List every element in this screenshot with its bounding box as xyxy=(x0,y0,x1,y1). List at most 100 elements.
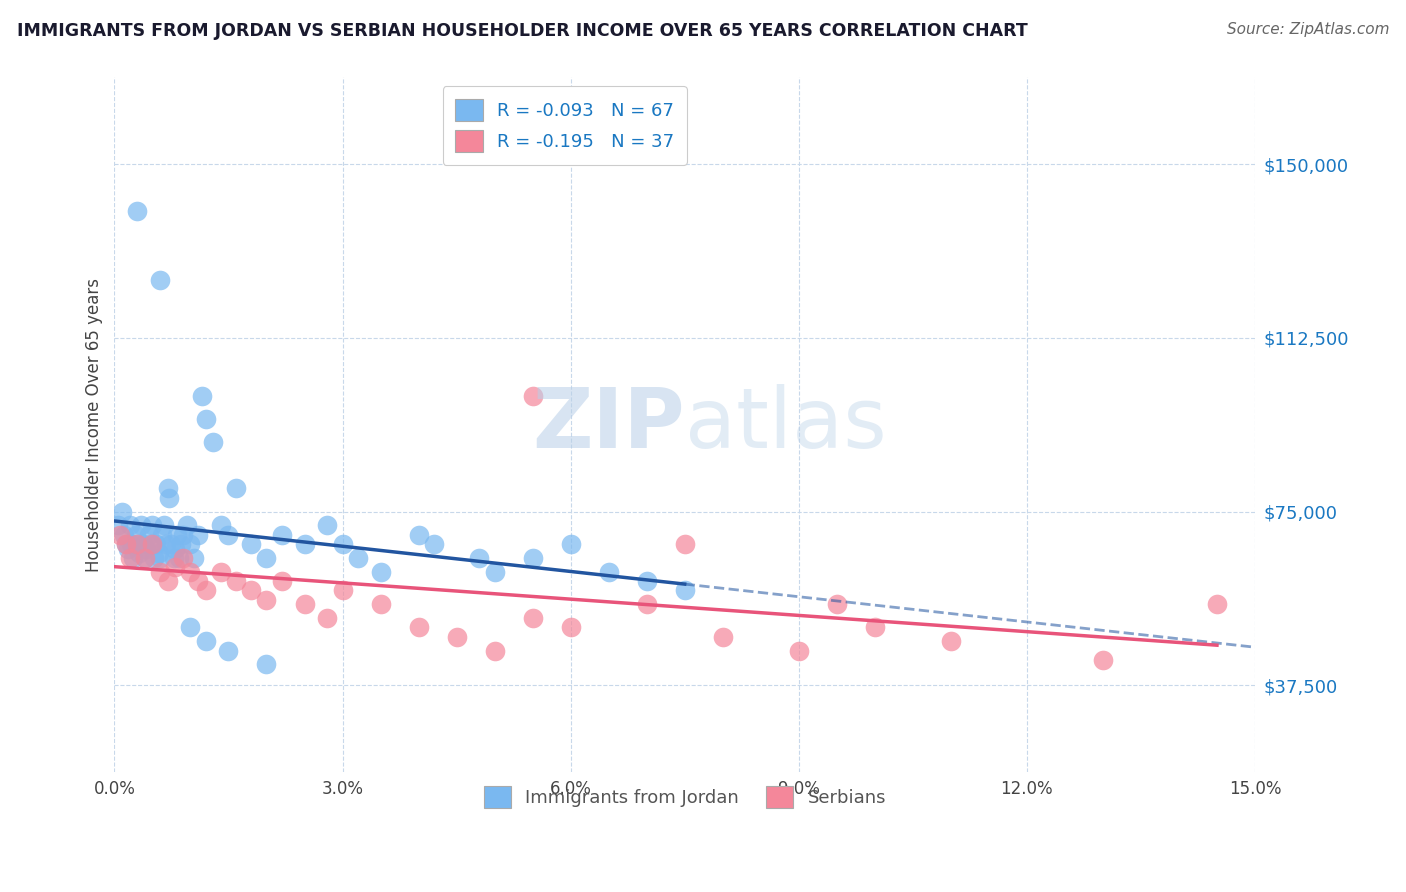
Point xyxy=(194,412,217,426)
Point xyxy=(142,550,165,565)
Point xyxy=(787,643,810,657)
Point xyxy=(176,518,198,533)
Point xyxy=(711,630,734,644)
Point xyxy=(148,546,170,560)
Point xyxy=(256,592,278,607)
Point xyxy=(179,565,201,579)
Point xyxy=(673,537,696,551)
Point xyxy=(122,550,145,565)
Point xyxy=(202,435,225,450)
Point xyxy=(117,541,139,556)
Point xyxy=(194,583,217,598)
Point xyxy=(194,634,217,648)
Point xyxy=(129,518,152,533)
Point xyxy=(316,518,339,533)
Point xyxy=(166,527,188,541)
Point xyxy=(294,537,316,551)
Point xyxy=(225,482,247,496)
Point xyxy=(120,537,142,551)
Point xyxy=(408,527,430,541)
Point xyxy=(217,527,239,541)
Point xyxy=(157,491,180,505)
Point xyxy=(408,620,430,634)
Point xyxy=(153,518,176,533)
Point xyxy=(183,550,205,565)
Point xyxy=(165,560,187,574)
Point xyxy=(1091,653,1114,667)
Point xyxy=(156,574,179,588)
Point xyxy=(370,565,392,579)
Legend: Immigrants from Jordan, Serbians: Immigrants from Jordan, Serbians xyxy=(477,779,893,815)
Point xyxy=(156,482,179,496)
Point xyxy=(114,537,136,551)
Point xyxy=(316,611,339,625)
Point xyxy=(112,527,135,541)
Point xyxy=(636,597,658,611)
Point xyxy=(107,518,129,533)
Point xyxy=(484,643,506,657)
Point xyxy=(125,527,148,541)
Point xyxy=(114,537,136,551)
Point xyxy=(141,518,163,533)
Point xyxy=(170,537,193,551)
Point xyxy=(863,620,886,634)
Point xyxy=(332,583,354,598)
Point xyxy=(155,537,177,551)
Point xyxy=(165,541,187,556)
Point xyxy=(179,537,201,551)
Point xyxy=(179,620,201,634)
Point xyxy=(118,550,141,565)
Point xyxy=(134,550,156,565)
Point xyxy=(209,518,232,533)
Point xyxy=(163,550,186,565)
Point xyxy=(346,550,368,565)
Point xyxy=(446,630,468,644)
Point xyxy=(522,389,544,403)
Text: IMMIGRANTS FROM JORDAN VS SERBIAN HOUSEHOLDER INCOME OVER 65 YEARS CORRELATION C: IMMIGRANTS FROM JORDAN VS SERBIAN HOUSEH… xyxy=(17,22,1028,40)
Text: atlas: atlas xyxy=(685,384,886,466)
Point xyxy=(191,389,214,403)
Point xyxy=(225,574,247,588)
Point xyxy=(270,527,292,541)
Point xyxy=(256,550,278,565)
Point xyxy=(468,550,491,565)
Point xyxy=(172,550,194,565)
Point xyxy=(167,550,190,565)
Point xyxy=(636,574,658,588)
Point xyxy=(127,203,149,218)
Point xyxy=(141,537,163,551)
Point xyxy=(423,537,446,551)
Point xyxy=(370,597,392,611)
Point xyxy=(673,583,696,598)
Point xyxy=(110,527,132,541)
Point xyxy=(240,537,263,551)
Point xyxy=(1206,597,1229,611)
Point xyxy=(127,537,149,551)
Point xyxy=(187,574,209,588)
Point xyxy=(522,550,544,565)
Point xyxy=(294,597,316,611)
Point xyxy=(132,537,155,551)
Point xyxy=(187,527,209,541)
Point xyxy=(149,565,172,579)
Point xyxy=(240,583,263,598)
Point xyxy=(598,565,620,579)
Point xyxy=(128,546,150,560)
Point xyxy=(111,505,134,519)
Point xyxy=(560,620,582,634)
Point xyxy=(145,537,167,551)
Text: Source: ZipAtlas.com: Source: ZipAtlas.com xyxy=(1226,22,1389,37)
Point xyxy=(484,565,506,579)
Point xyxy=(135,541,157,556)
Point xyxy=(939,634,962,648)
Y-axis label: Householder Income Over 65 years: Householder Income Over 65 years xyxy=(86,277,103,572)
Point xyxy=(270,574,292,588)
Point xyxy=(150,527,173,541)
Point xyxy=(160,537,183,551)
Point xyxy=(172,527,194,541)
Point xyxy=(522,611,544,625)
Point xyxy=(139,537,162,551)
Point xyxy=(149,550,172,565)
Point xyxy=(134,550,156,565)
Point xyxy=(138,527,160,541)
